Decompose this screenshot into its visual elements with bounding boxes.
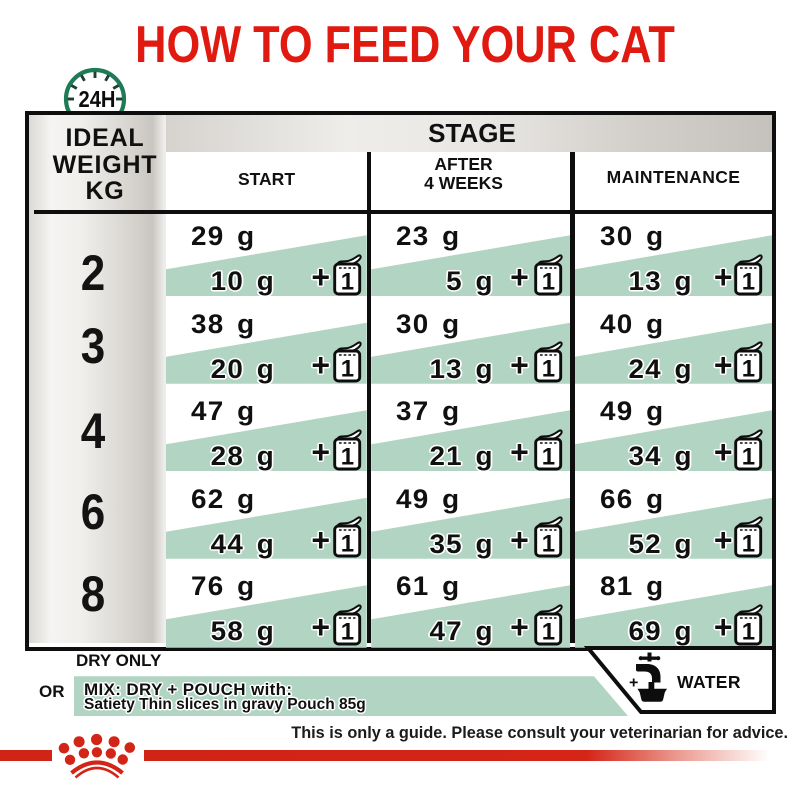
svg-text:1: 1 [742,618,755,645]
svg-text:1: 1 [341,618,354,645]
svg-text:1: 1 [742,268,755,295]
svg-text:+: + [629,675,638,692]
svg-text:1: 1 [341,443,354,470]
svg-text:1: 1 [541,618,554,645]
svg-text:1: 1 [341,356,354,383]
svg-text:1: 1 [541,356,554,383]
svg-text:1: 1 [742,531,755,558]
svg-text:1: 1 [541,268,554,295]
svg-text:1: 1 [742,443,755,470]
svg-text:1: 1 [742,356,755,383]
svg-text:24H: 24H [79,86,116,112]
svg-text:WATER: WATER [677,672,741,692]
svg-text:1: 1 [341,531,354,558]
svg-text:1: 1 [541,531,554,558]
svg-text:1: 1 [341,268,354,295]
svg-text:1: 1 [541,443,554,470]
